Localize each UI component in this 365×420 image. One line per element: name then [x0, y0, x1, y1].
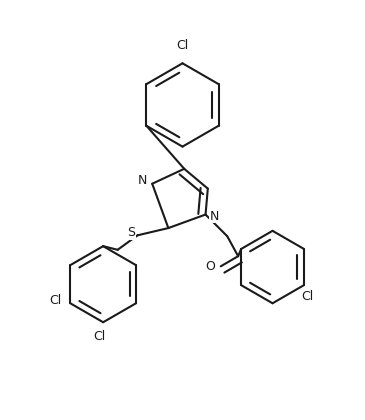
Text: Cl: Cl [50, 294, 62, 307]
Text: Cl: Cl [301, 290, 314, 303]
Text: O: O [205, 260, 216, 273]
Text: N: N [137, 173, 147, 186]
Text: Cl: Cl [176, 39, 189, 52]
Text: S: S [127, 226, 135, 239]
Text: N: N [210, 210, 219, 223]
Text: Cl: Cl [93, 330, 105, 343]
